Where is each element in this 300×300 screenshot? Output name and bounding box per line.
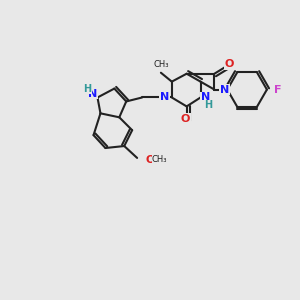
Text: H: H [204, 100, 212, 110]
Text: N: N [88, 88, 97, 98]
Text: N: N [201, 92, 210, 103]
Text: O: O [225, 59, 234, 69]
Text: N: N [220, 85, 230, 94]
Text: O: O [145, 155, 154, 165]
Text: F: F [274, 85, 281, 94]
Text: CH₃: CH₃ [153, 60, 169, 69]
Text: O: O [181, 114, 190, 124]
Text: H: H [83, 84, 92, 94]
Text: CH₃: CH₃ [152, 155, 167, 164]
Text: N: N [160, 92, 170, 103]
